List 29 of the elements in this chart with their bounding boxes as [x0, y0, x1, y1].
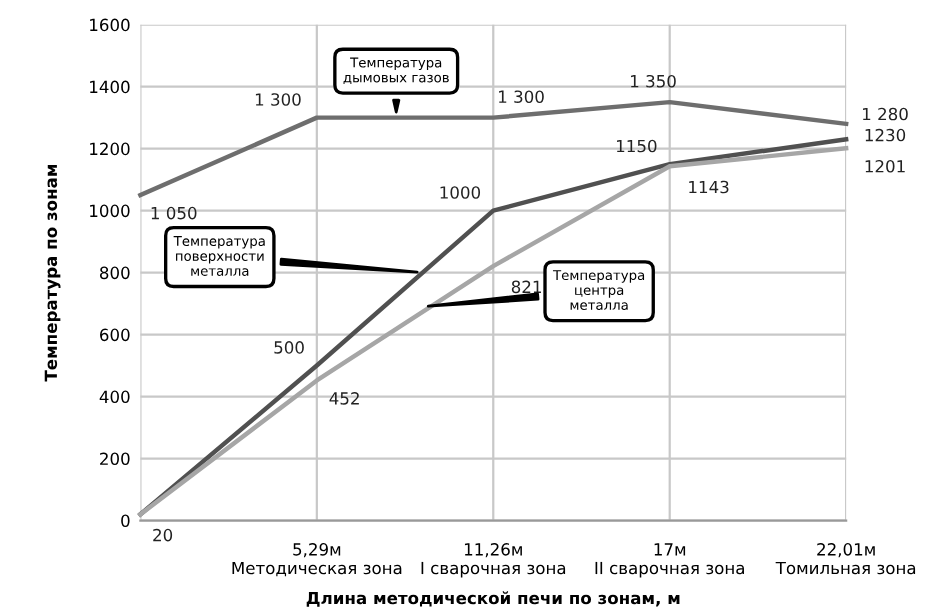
data-label: 1143: [689, 180, 729, 194]
y-tick-label: 1000: [90, 204, 130, 218]
data-label: 1230: [865, 128, 906, 142]
data-label: 500: [274, 341, 304, 354]
data-label: 452: [329, 392, 359, 405]
data-label: 1 300: [499, 90, 544, 104]
data-label: 20: [153, 528, 173, 542]
data-label: 1 280: [863, 107, 908, 121]
data-label: 821: [511, 280, 541, 294]
data-label: 1000: [440, 186, 481, 199]
y-tick-label: 1400: [90, 80, 130, 94]
x-tick-label: 5,29м Методическая зона: [232, 543, 402, 577]
y-tick-label: 1200: [90, 142, 130, 156]
x-axis-title: Длина методической печи по зонам, м: [306, 591, 680, 607]
data-label: 1 050: [151, 206, 197, 220]
y-axis-title: Температура по зонам: [44, 164, 61, 382]
data-label: 1 350: [631, 74, 676, 88]
y-tick-label: 600: [100, 328, 130, 342]
y-tick-label: 400: [99, 390, 130, 404]
data-label: 1201: [865, 159, 905, 173]
data-label: 1 300: [255, 93, 301, 106]
y-tick-label: 0: [121, 514, 130, 528]
x-tick-label: 11,26м I сварочная зона: [421, 543, 566, 578]
y-tick-label: 800: [100, 266, 130, 280]
data-label: 1150: [617, 139, 657, 153]
x-tick-label: 17м II сварочная зона: [595, 543, 744, 578]
y-tick-label: 1600: [90, 18, 130, 32]
y-tick-label: 200: [100, 452, 130, 466]
x-tick-label: 22,01м Томильная зона: [775, 543, 916, 575]
